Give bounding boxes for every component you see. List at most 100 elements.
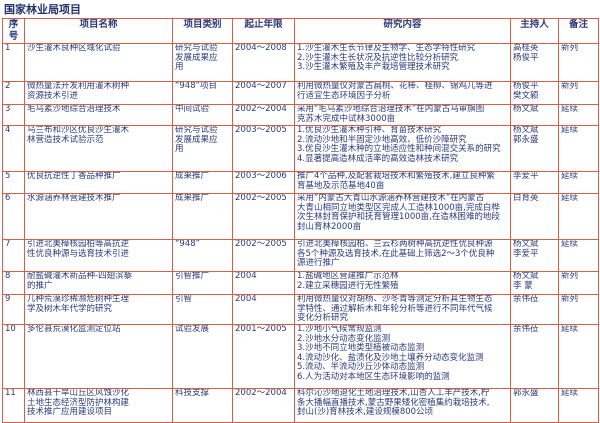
column-header-no: 序号 xyxy=(2,18,25,44)
cell-project-name: 乌兰布和沙区优良沙生灌木 林营造技术试验示范 xyxy=(24,125,173,172)
table-row: 5 优良抗逆性丁香品种推广 成果推广 2003～2006 推广4个品种,及配套栽培技术和… xyxy=(2,171,599,194)
cell-note: 延续 xyxy=(558,388,599,423)
text-line: 封山育林2000亩 xyxy=(297,221,362,232)
cell-project-name: 林西县干旱山丘区风蚀沙化 土地生态经济型防护林构建 技术推广应用建设项目 xyxy=(24,388,173,423)
cell-project-years: 2004 xyxy=(232,271,295,295)
text-line: 条大播幅直播技术,蒙古野果矮化密植集约栽培技术, xyxy=(297,397,490,408)
table-row: 9 几种荒漠珍稀濒危树种生理 学及树木年代学的研究 引智 2004 利用微热量仪对胡杨、沙… xyxy=(2,294,599,325)
text-line: 用 xyxy=(175,144,184,155)
text-line: 多伦县荒漠化监测定位站 xyxy=(27,324,121,334)
text-line: 变化分析研究 xyxy=(297,313,349,324)
table-body: 1 沙生灌木良种区域化试验 研究与试验 发展成果应用 2004～2008 1.沙生灌木生长… xyxy=(2,43,599,423)
text-line: 1.盐碱地区营建推广示范林 xyxy=(297,271,399,281)
cell-project-owner: 杨文斌 李爱平 xyxy=(510,239,559,272)
text-line: “948”项目 xyxy=(175,81,218,91)
cell-note: 延续 xyxy=(558,125,599,172)
cell-research-content: 1.优良沙生灌木种引种、育苗技术研究 2.流动沙地和半固定沙地高效、低价沙障研究 3… xyxy=(294,125,511,172)
text-line: 林营造技术试验示范 xyxy=(27,134,104,145)
text-line: 科尔沁沙地退化土地治理技术,山杏人工丰产技术,柠 xyxy=(297,388,490,398)
cell-project-name: 沙生灌木良种区域化试验 xyxy=(24,43,173,82)
cell-project-owner: 杨文斌 xyxy=(510,104,559,126)
table-row: 1 沙生灌木良种区域化试验 研究与试验 发展成果应用 2004～2008 1.沙生灌木生长… xyxy=(2,43,599,82)
cell-project-type: 成果推广 xyxy=(172,171,233,194)
text-line: 4.显著提高造林成活率的高效造林技术研究 xyxy=(297,153,459,164)
text-line: 林西县干旱山丘区风蚀沙化 xyxy=(27,388,130,398)
cell-project-years: 2002～2004 xyxy=(232,388,295,423)
text-line: 3.沙地不同立地类型植被动态监测 xyxy=(297,343,425,354)
text-line: 2.流动沙地和半固定沙地高效、低价沙障研究 xyxy=(297,134,467,145)
text-line: 土地生态经济型防护林构建 xyxy=(27,397,130,408)
table-row: 2 微热量法开发利用灌木树种 资源技术引进 “948”项目 2004～2007 利用微热量… xyxy=(2,81,599,105)
cell-project-owner: 高桂英 杨俊平 xyxy=(510,43,559,82)
text-line: 水源涵养林营建技术推广 xyxy=(27,193,121,203)
project-table: 序号 项目名称 项目类别 起止年限 研究内容 主持人 备注 1 沙生灌木良种区域化… xyxy=(2,18,599,423)
cell-note: 延续 xyxy=(558,104,599,126)
text-line: 引进北美樟核园柏、兰云杉两树种高抗逆性优良种源 xyxy=(297,239,493,249)
cell-project-type: 研究与试验 发展成果应用 xyxy=(172,43,233,82)
cell-project-type: “948” xyxy=(172,239,233,272)
text-line: 引智推广 xyxy=(175,271,210,281)
table-row: 8 耐盐碱灌木新品种-四翅滨藜 的推广 引智推广 2004 1.盐碱地区营建推广示范林 2.… xyxy=(2,271,599,295)
text-line: 李爱平 xyxy=(513,171,539,181)
text-line: 乌兰布和沙区优良沙生灌木 xyxy=(27,125,130,135)
text-line: 封山(沙)育林技术,建设规模800公顷 xyxy=(297,407,434,418)
text-line: 6.人为活动对本地区生态环境影响的监测 xyxy=(297,371,450,382)
cell-research-content: 采用“毛乌素沙地综合治理技术”在内蒙古乌审旗图 克苏木完成中试林3000亩 xyxy=(294,104,511,126)
cell-sequence-number: 8 xyxy=(2,271,25,295)
cell-research-content: 1.沙生灌木生长节律及生物学、生态学特性研究 2.沙生灌木生长状况及抗逆性比较分析… xyxy=(294,43,511,82)
text-line: 高桂英 xyxy=(513,43,539,53)
cell-sequence-number: 5 xyxy=(2,171,25,194)
text-line: 大青山相同立地类型区完成人工造林1000亩,完成白桦 xyxy=(297,202,500,213)
text-line: 利用微热量仪对胡杨、沙冬青等测定分析其生物生态 xyxy=(297,294,493,304)
cell-sequence-number: 3 xyxy=(2,104,25,126)
column-header-type: 项目类别 xyxy=(172,18,233,44)
cell-project-years: 2004～2007 xyxy=(232,81,295,105)
cell-note: 延续 xyxy=(558,324,599,389)
text-line: 次生林封育保护和抚育管理1000亩,在造林困难的地段 xyxy=(297,212,500,223)
text-line: 中间试验 xyxy=(175,104,210,114)
text-line: 性优良种源与选育技术引进 xyxy=(27,248,130,259)
column-header-name: 项目名称 xyxy=(24,18,173,44)
cell-project-type: 科技支撑 xyxy=(172,388,233,423)
text-line: 采用“毛乌素沙地综合治理技术”在内蒙古乌审旗图 xyxy=(297,104,485,114)
text-line: 1.沙生灌木生长节律及生物学、生态学特性研究 xyxy=(297,43,476,53)
cell-research-content: 1.沙地小气候常规监测 2.沙地水分动态变化监测 3.沙地不同立地类型植被动态监测 4… xyxy=(294,324,511,389)
cell-project-name: 水源涵养林营建技术推广 xyxy=(24,193,173,240)
text-line: 源进行推广 xyxy=(297,258,340,269)
column-header-owner: 主持人 xyxy=(510,18,559,44)
text-line: 郭永盛 xyxy=(513,134,539,145)
cell-note: 新列 xyxy=(558,294,599,325)
cell-research-content: 科尔沁沙地退化土地治理技术,山杏人工丰产技术,柠 条大播幅直播技术,蒙古野果矮化密… xyxy=(294,388,511,423)
cell-project-name: 多伦县荒漠化监测定位站 xyxy=(24,324,173,389)
cell-project-name: 优良抗逆性丁香品种推广 xyxy=(24,171,173,194)
cell-sequence-number: 1 xyxy=(2,43,25,82)
text-line: 杨俊平 xyxy=(513,52,539,63)
text-line: 李爱平 xyxy=(513,248,539,259)
text-line: 耐盐碱灌木新品种-四翅滨藜 xyxy=(27,271,133,281)
cell-project-name: 微热量法开发利用灌木树种 资源技术引进 xyxy=(24,81,173,105)
cell-sequence-number: 9 xyxy=(2,294,25,325)
cell-note: 新列 xyxy=(558,81,599,105)
table-header-row: 序号 项目名称 项目类别 起止年限 研究内容 主持人 备注 xyxy=(2,18,599,44)
text-line: 杨文斌 xyxy=(513,104,539,114)
cell-project-owner: 杨文斌李 蒙 xyxy=(510,271,559,295)
text-line: “948” xyxy=(175,239,201,249)
text-line: 利用微热量仪对蒙古扁桃、花棒、柽柳、锦鸡儿等进 xyxy=(297,81,493,91)
column-header-years: 起止年限 xyxy=(232,18,295,44)
table-row: 7 引进北美樟核园柏等高抗逆 性优良种源与选育技术引进 “948” 2002～2005 引… xyxy=(2,239,599,272)
text-line: 几种荒漠珍稀濒危树种生理 xyxy=(27,294,130,304)
text-line: 育基地及示范基地40亩 xyxy=(297,180,385,191)
cell-project-name: 几种荒漠珍稀濒危树种生理 学及树木年代学的研究 xyxy=(24,294,173,325)
cell-research-content: 利用微热量仪对胡杨、沙冬青等测定分析其生物生态 学特性、通过解析木和年轮分析等进行… xyxy=(294,294,511,325)
text-line: 引智 xyxy=(175,294,193,304)
cell-project-type: 成果推广 xyxy=(172,193,233,240)
text-line: 余伟莅 xyxy=(513,324,539,334)
text-line: 克苏木完成中试林3000亩 xyxy=(297,113,396,124)
text-line: 2.沙地水分动态变化监测 xyxy=(297,333,391,344)
cell-note: 延续 xyxy=(558,171,599,194)
text-line: 试验发展 xyxy=(175,324,210,334)
text-line: 用 xyxy=(175,62,184,73)
text-line: 樊文颖 xyxy=(513,90,539,101)
text-line: 白育英 xyxy=(513,193,539,203)
text-line: 各5个种源及选育技术,在此基础上筛选2～3个优良种 xyxy=(297,248,495,259)
